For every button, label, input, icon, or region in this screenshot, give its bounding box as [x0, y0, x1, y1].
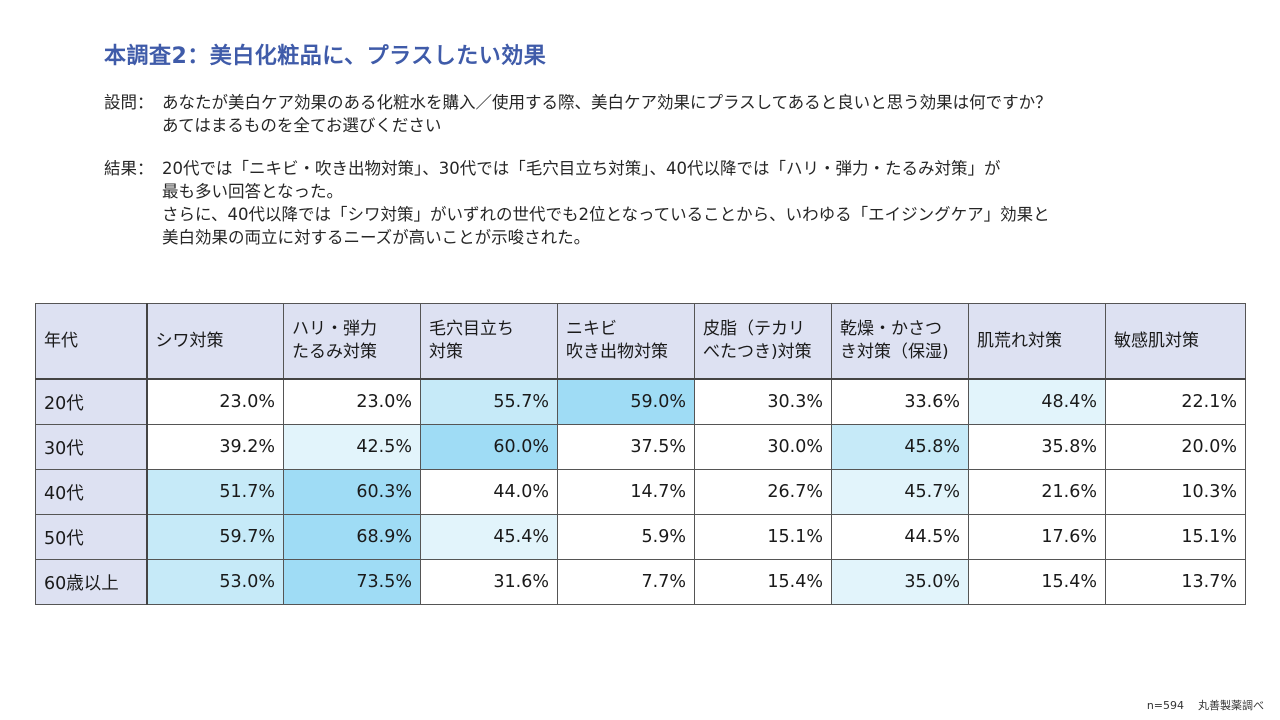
table-row: 60歳以上 53.0% 73.5% 31.6% 7.7% 15.4% 35.0%… [35, 559, 1246, 605]
header-text: 毛穴目立ち [429, 319, 514, 339]
value-cell: 59.0% [557, 378, 695, 425]
value-cell: 45.7% [831, 469, 969, 515]
value-cell: 48.4% [968, 378, 1106, 425]
value-cell: 15.4% [968, 559, 1106, 605]
value-cell: 44.0% [420, 469, 558, 515]
header-rough-skin: 肌荒れ対策 [968, 303, 1106, 380]
header-text: 年代 [44, 330, 78, 351]
question-line-2: あてはまるものを全てお選びください [162, 116, 442, 135]
source-note: 丸善製薬調べ [1198, 699, 1264, 712]
value-cell: 35.0% [831, 559, 969, 605]
age-cell: 20代 [35, 378, 148, 425]
page-title: 本調査2：美白化粧品に、プラスしたい効果 [104, 44, 547, 69]
question-line-1: あなたが美白ケア効果のある化粧水を購入／使用する際、美白ケア効果にプラスしてある… [162, 93, 1052, 112]
result-line-2: 最も多い回答となった。 [162, 182, 344, 201]
value-cell: 15.1% [694, 514, 832, 560]
value-cell: 45.4% [420, 514, 558, 560]
value-cell: 45.8% [831, 424, 969, 470]
value-cell: 30.0% [694, 424, 832, 470]
value-cell: 14.7% [557, 469, 695, 515]
table-row: 20代 23.0% 23.0% 55.7% 59.0% 30.3% 33.6% … [35, 378, 1246, 425]
table-row: 40代 51.7% 60.3% 44.0% 14.7% 26.7% 45.7% … [35, 469, 1246, 515]
value-cell: 17.6% [968, 514, 1106, 560]
header-text: ハリ・弾力 [292, 319, 377, 339]
header-text: べたつき)対策 [703, 342, 812, 362]
sample-size: n=594 [1146, 699, 1184, 712]
value-cell: 23.0% [146, 378, 284, 425]
header-text: 肌荒れ対策 [977, 330, 1062, 351]
value-cell: 22.1% [1105, 378, 1246, 425]
result-block: 結果： 20代では「ニキビ・吹き出物対策」、30代では「毛穴目立ち対策」、40代… [104, 157, 1050, 249]
value-cell: 21.6% [968, 469, 1106, 515]
value-cell: 39.2% [146, 424, 284, 470]
value-cell: 33.6% [831, 378, 969, 425]
header-sebum: 皮脂（テカリ べたつき)対策 [694, 303, 832, 380]
table-header-row: 年代 シワ対策 ハリ・弾力たるみ対策 毛穴目立ち対策 ニキビ吹き出物対策 皮脂（… [35, 303, 1246, 380]
header-firmness: ハリ・弾力たるみ対策 [283, 303, 421, 380]
header-age: 年代 [35, 303, 148, 380]
table-row: 30代 39.2% 42.5% 60.0% 37.5% 30.0% 45.8% … [35, 424, 1246, 470]
header-wrinkle: シワ対策 [146, 303, 284, 380]
header-dryness: 乾燥・かさつ き対策（保湿) [831, 303, 969, 380]
value-cell: 15.4% [694, 559, 832, 605]
value-cell: 44.5% [831, 514, 969, 560]
age-cell: 40代 [35, 469, 148, 515]
header-pores: 毛穴目立ち 対策 [420, 303, 558, 380]
result-line-4: 美白効果の両立に対するニーズが高いことが示唆された。 [162, 228, 591, 247]
value-cell: 60.0% [420, 424, 558, 470]
value-cell: 55.7% [420, 378, 558, 425]
header-text: たるみ対策 [292, 342, 377, 362]
value-cell: 68.9% [283, 514, 421, 560]
value-cell: 53.0% [146, 559, 284, 605]
results-table: 年代 シワ対策 ハリ・弾力たるみ対策 毛穴目立ち対策 ニキビ吹き出物対策 皮脂（… [35, 303, 1246, 605]
value-cell: 51.7% [146, 469, 284, 515]
header-text: 敏感肌対策 [1114, 330, 1199, 351]
header-text: ニキビ [566, 319, 617, 339]
value-cell: 35.8% [968, 424, 1106, 470]
header-text: 対策 [429, 342, 463, 362]
age-cell: 30代 [35, 424, 148, 470]
question-block: 設問： あなたが美白ケア効果のある化粧水を購入／使用する際、美白ケア効果にプラス… [104, 91, 1052, 137]
value-cell: 7.7% [557, 559, 695, 605]
header-text: き対策（保湿) [840, 342, 949, 362]
header-text: 皮脂（テカリ [703, 319, 805, 339]
result-line-3: さらに、40代以降では「シワ対策」がいずれの世代でも2位となっていることから、い… [162, 205, 1050, 224]
value-cell: 42.5% [283, 424, 421, 470]
value-cell: 10.3% [1105, 469, 1246, 515]
value-cell: 26.7% [694, 469, 832, 515]
value-cell: 60.3% [283, 469, 421, 515]
value-cell: 13.7% [1105, 559, 1246, 605]
value-cell: 59.7% [146, 514, 284, 560]
result-line-1: 20代では「ニキビ・吹き出物対策」、30代では「毛穴目立ち対策」、40代以降では… [162, 159, 1001, 178]
value-cell: 30.3% [694, 378, 832, 425]
value-cell: 15.1% [1105, 514, 1246, 560]
footer: n=594 丸善製薬調べ [1147, 697, 1264, 713]
value-cell: 37.5% [557, 424, 695, 470]
question-label: 設問： [104, 93, 154, 112]
age-cell: 60歳以上 [35, 559, 148, 605]
header-text: 乾燥・かさつ [840, 319, 942, 339]
header-acne: ニキビ 吹き出物対策 [557, 303, 695, 380]
table-row: 50代 59.7% 68.9% 45.4% 5.9% 15.1% 44.5% 1… [35, 514, 1246, 560]
value-cell: 20.0% [1105, 424, 1246, 470]
age-cell: 50代 [35, 514, 148, 560]
value-cell: 31.6% [420, 559, 558, 605]
value-cell: 23.0% [283, 378, 421, 425]
header-text: 吹き出物対策 [566, 342, 668, 362]
result-label: 結果： [104, 159, 154, 178]
value-cell: 5.9% [557, 514, 695, 560]
header-text: シワ対策 [155, 330, 224, 351]
header-sensitive-skin: 敏感肌対策 [1105, 303, 1246, 380]
value-cell: 73.5% [283, 559, 421, 605]
